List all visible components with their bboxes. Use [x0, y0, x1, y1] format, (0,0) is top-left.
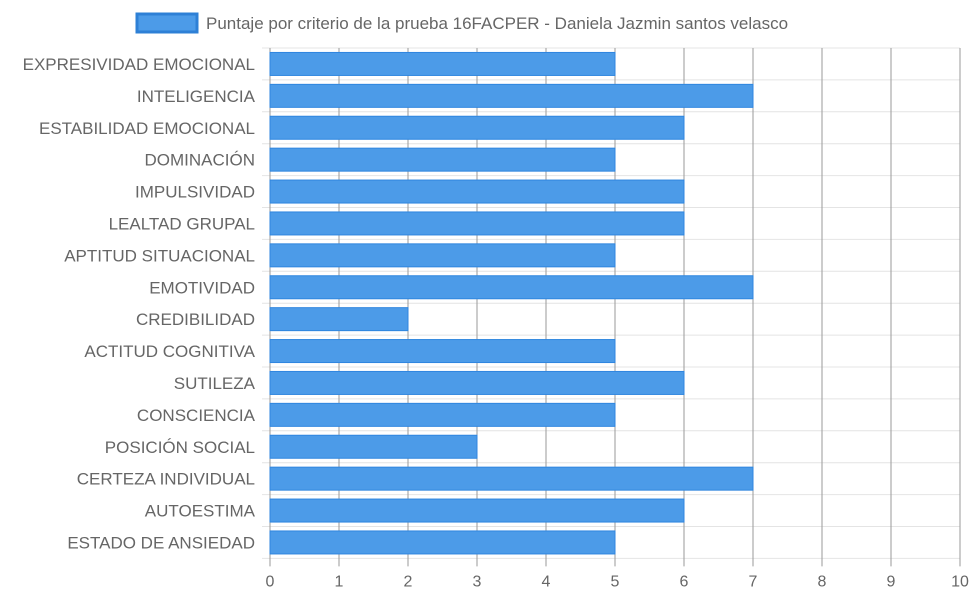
x-tick-label: 3 — [473, 573, 482, 590]
bar[interactable] — [269, 115, 685, 140]
category-label: AUTOESTIMA — [145, 502, 256, 521]
category-label: SUTILEZA — [174, 374, 256, 393]
legend[interactable]: Puntaje por criterio de la prueba 16FACP… — [135, 12, 788, 34]
category-label: DOMINACIÓN — [145, 151, 256, 170]
x-tick-label: 7 — [749, 573, 758, 590]
category-label: CERTEZA INDIVIDUAL — [77, 470, 255, 489]
x-tick-label: 4 — [542, 573, 551, 590]
bar[interactable] — [269, 211, 685, 236]
x-axis-ticks: 0 1 2 3 4 5 6 7 8 9 10 — [266, 573, 969, 590]
x-tick-label: 8 — [818, 573, 827, 590]
category-label: EXPRESIVIDAD EMOCIONAL — [23, 55, 255, 74]
category-label: IMPULSIVIDAD — [135, 183, 255, 202]
category-label: POSICIÓN SOCIAL — [105, 438, 255, 457]
x-tick-label: 0 — [266, 573, 275, 590]
bar[interactable] — [269, 498, 685, 523]
bar[interactable] — [269, 339, 616, 364]
bar[interactable] — [269, 434, 478, 459]
bar[interactable] — [269, 307, 409, 332]
x-tick-label: 5 — [611, 573, 620, 590]
bar[interactable] — [269, 51, 616, 76]
x-tick-label: 6 — [680, 573, 689, 590]
bar[interactable] — [269, 275, 754, 300]
legend-label[interactable]: Puntaje por criterio de la prueba 16FACP… — [206, 14, 788, 33]
category-label: LEALTAD GRUPAL — [109, 214, 255, 233]
x-tick-label: 2 — [404, 573, 413, 590]
category-label: APTITUD SITUACIONAL — [64, 246, 255, 265]
x-tick-label: 1 — [335, 573, 344, 590]
bar[interactable] — [269, 530, 616, 555]
bar[interactable] — [269, 243, 616, 268]
category-label: INTELIGENCIA — [137, 87, 256, 106]
x-tick-label: 10 — [951, 573, 969, 590]
x-tick-label: 9 — [887, 573, 896, 590]
bars-layer — [269, 51, 754, 555]
category-label: ACTITUD COGNITIVA — [84, 342, 255, 361]
bar[interactable] — [269, 179, 685, 204]
bar[interactable] — [269, 466, 754, 491]
category-label: ESTABILIDAD EMOCIONAL — [39, 119, 255, 138]
bar[interactable] — [269, 147, 616, 172]
bar[interactable] — [269, 402, 616, 427]
bar[interactable] — [269, 83, 754, 108]
category-labels: EXPRESIVIDAD EMOCIONAL INTELIGENCIA ESTABI… — [23, 55, 256, 553]
category-label: CREDIBILIDAD — [136, 310, 255, 329]
category-label: EMOTIVIDAD — [149, 278, 255, 297]
legend-swatch[interactable] — [135, 12, 199, 34]
bar[interactable] — [269, 370, 685, 395]
category-label: CONSCIENCIA — [137, 406, 256, 425]
category-label: ESTADO DE ANSIEDAD — [67, 533, 255, 552]
